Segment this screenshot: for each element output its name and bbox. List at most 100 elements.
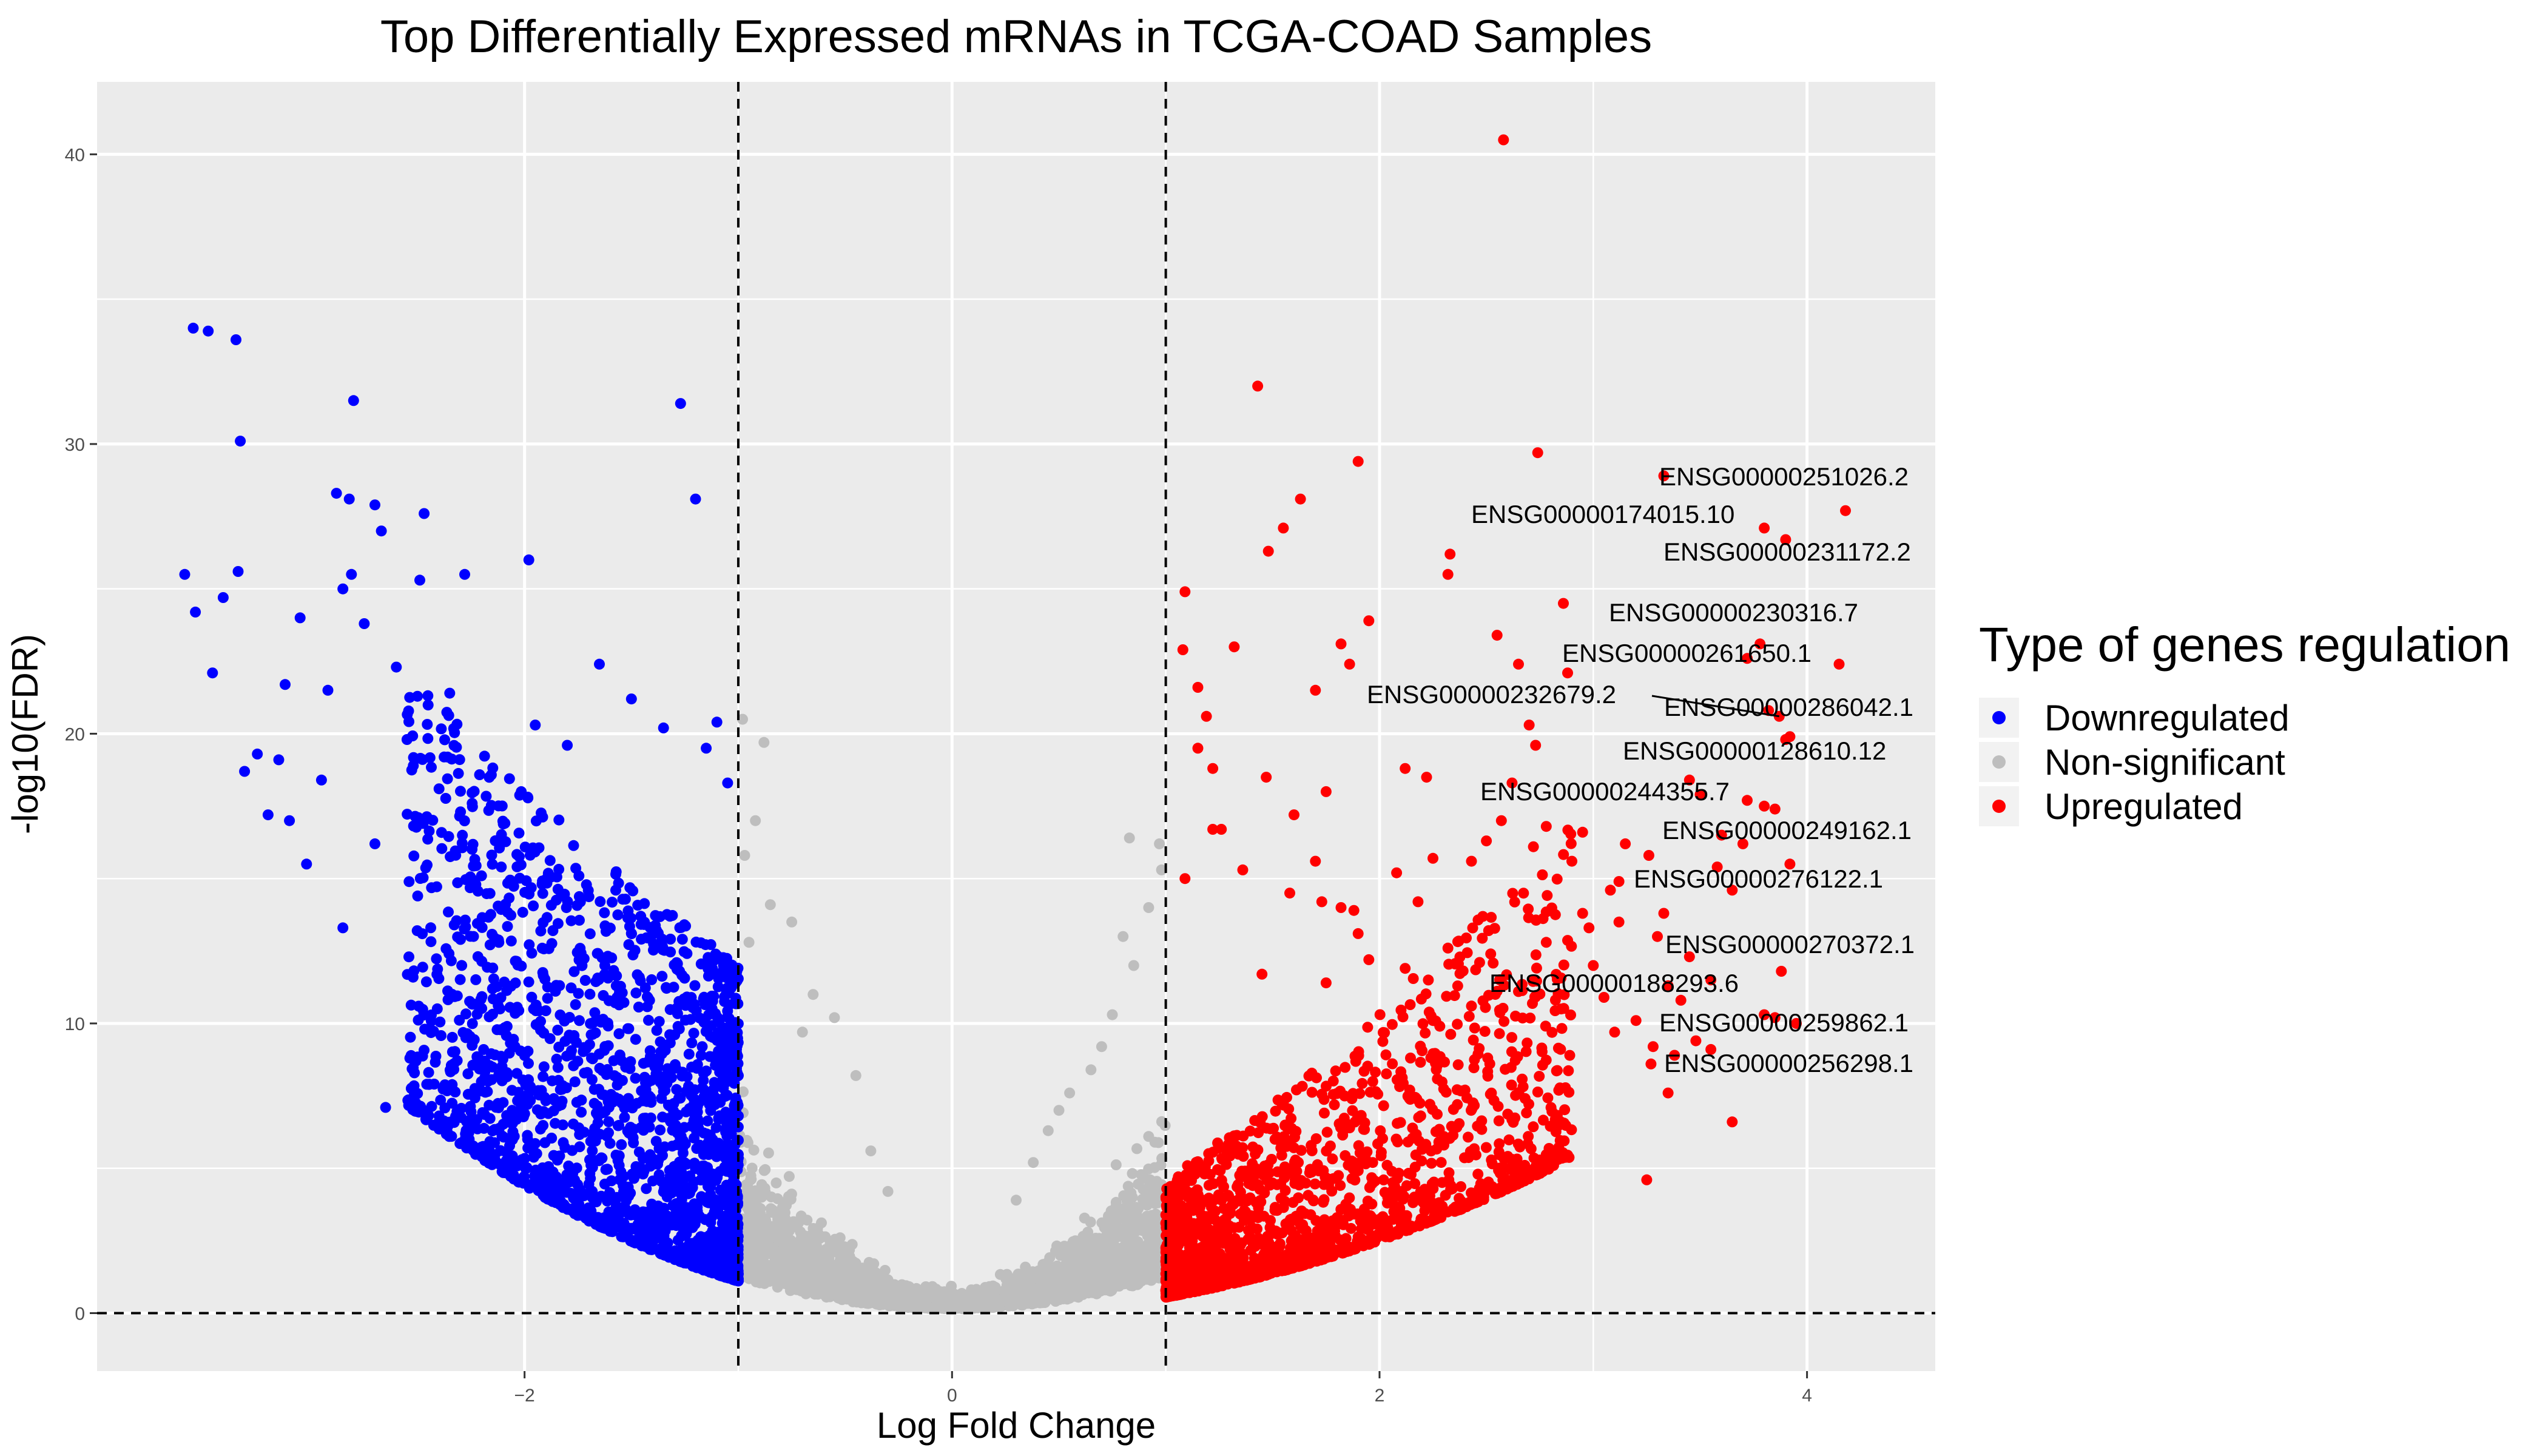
point-downregulated [686, 1247, 697, 1258]
point-non-significant [759, 1259, 770, 1271]
point-non-significant [1110, 1159, 1122, 1170]
point-downregulated [552, 1062, 564, 1073]
point-downregulated [579, 975, 591, 986]
point-downregulated [618, 1180, 629, 1191]
point-non-significant [1014, 1269, 1025, 1281]
point-downregulated [535, 1016, 546, 1027]
point-non-significant [1148, 1234, 1160, 1245]
point-downregulated [535, 1108, 547, 1120]
point-downregulated [715, 1237, 727, 1249]
point-downregulated [571, 1162, 582, 1174]
point-downregulated [315, 774, 327, 786]
point-downregulated [422, 719, 433, 730]
point-downregulated [675, 398, 686, 410]
point-downregulated [497, 1118, 509, 1130]
point-downregulated [262, 809, 274, 821]
point-downregulated [519, 1050, 530, 1061]
point-downregulated [642, 1216, 653, 1227]
point-downregulated [628, 1236, 639, 1248]
point-downregulated [638, 1153, 649, 1164]
point-downregulated [720, 1022, 732, 1034]
point-upregulated [1420, 1027, 1431, 1039]
point-downregulated [679, 919, 690, 931]
point-non-significant [766, 1191, 777, 1202]
point-downregulated [574, 914, 585, 926]
point-downregulated [493, 900, 504, 912]
point-non-significant [1052, 1292, 1063, 1304]
point-non-significant [899, 1287, 911, 1298]
point-downregulated [731, 1048, 743, 1059]
point-downregulated [469, 1092, 480, 1104]
point-downregulated [422, 733, 434, 744]
point-downregulated [505, 935, 517, 947]
point-downregulated [562, 1177, 574, 1188]
point-downregulated [573, 870, 585, 881]
point-downregulated [489, 1137, 500, 1148]
point-downregulated [673, 996, 685, 1007]
point-downregulated [491, 1024, 503, 1036]
point-downregulated [675, 1187, 686, 1199]
point-downregulated [434, 1016, 446, 1028]
point-downregulated [712, 1227, 724, 1238]
point-downregulated [280, 679, 291, 690]
point-downregulated [419, 508, 430, 519]
point-non-significant [838, 1241, 850, 1253]
point-downregulated [678, 946, 690, 957]
point-downregulated [417, 872, 429, 883]
point-downregulated [705, 1181, 716, 1193]
point-downregulated [455, 786, 466, 797]
point-non-significant [801, 1215, 813, 1226]
point-downregulated [496, 1051, 507, 1062]
point-non-significant [783, 1171, 795, 1182]
point-downregulated [619, 1111, 630, 1123]
point-non-significant [1079, 1212, 1090, 1224]
chart-title: Top Differentially Expressed mRNAs in TC… [380, 11, 1652, 62]
point-downregulated [538, 943, 550, 955]
point-downregulated [700, 1026, 712, 1037]
point-downregulated [703, 1149, 715, 1160]
point-downregulated [484, 1113, 496, 1124]
point-downregulated [607, 897, 618, 908]
point-downregulated [558, 1137, 569, 1148]
point-downregulated [627, 1132, 639, 1144]
point-downregulated [636, 1165, 648, 1176]
point-non-significant [1145, 1275, 1157, 1286]
point-downregulated [538, 1120, 549, 1131]
point-downregulated [708, 1199, 720, 1211]
point-downregulated [578, 953, 590, 965]
point-downregulated [485, 769, 497, 781]
point-non-significant [1117, 931, 1129, 942]
series-non-significant [733, 713, 1171, 1315]
point-non-significant [1037, 1294, 1049, 1306]
point-non-significant [756, 1191, 767, 1203]
point-downregulated [623, 939, 635, 950]
point-downregulated [657, 1150, 668, 1161]
point-downregulated [552, 918, 564, 929]
point-downregulated [612, 909, 624, 920]
point-downregulated [482, 1086, 493, 1097]
point-downregulated [707, 963, 718, 974]
point-downregulated [443, 831, 454, 842]
point-downregulated [617, 894, 629, 905]
point-downregulated [642, 932, 653, 944]
point-downregulated [414, 575, 425, 586]
point-downregulated [467, 843, 478, 855]
point-upregulated [1404, 999, 1416, 1010]
point-downregulated [522, 792, 533, 803]
point-downregulated [574, 1141, 585, 1153]
point-downregulated [402, 969, 413, 980]
point-downregulated [421, 811, 433, 823]
point-downregulated [511, 1002, 523, 1013]
point-downregulated [423, 1079, 435, 1090]
point-downregulated [675, 1093, 686, 1104]
point-downregulated [580, 1212, 592, 1224]
point-downregulated [594, 658, 605, 670]
point-downregulated [510, 977, 521, 989]
point-downregulated [467, 798, 478, 809]
point-downregulated [616, 1097, 627, 1109]
point-downregulated [648, 1243, 659, 1255]
point-downregulated [412, 690, 423, 702]
point-non-significant [824, 1239, 836, 1250]
point-non-significant [1057, 1269, 1069, 1280]
point-downregulated [664, 1029, 675, 1040]
